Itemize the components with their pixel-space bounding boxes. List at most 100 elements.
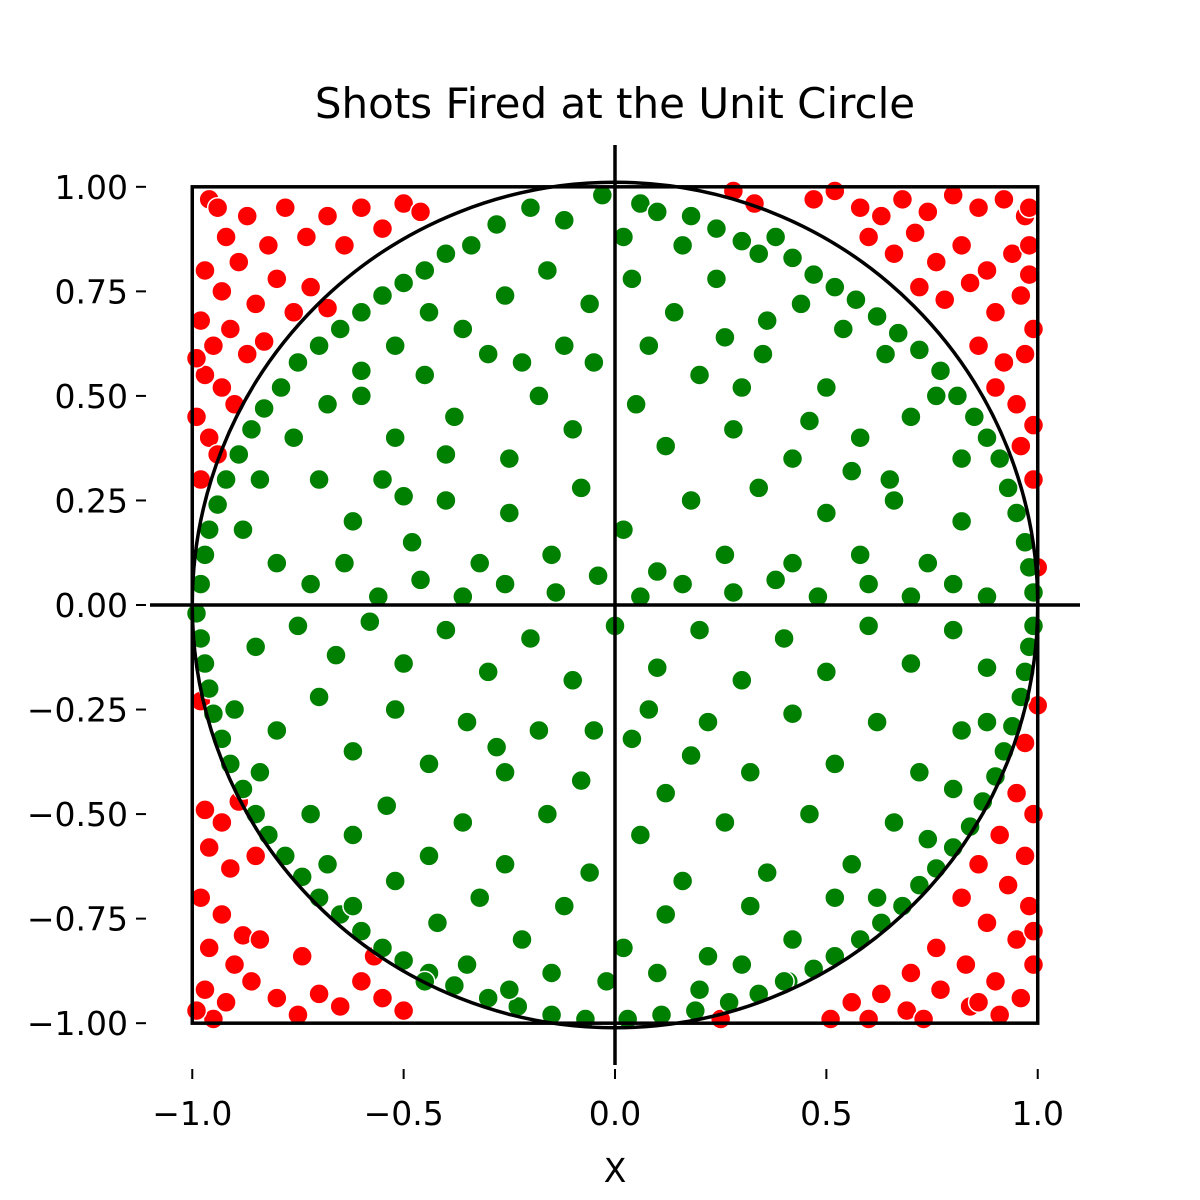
scatter-point-outside <box>219 857 242 880</box>
scatter-point-outside <box>1010 435 1032 457</box>
scatter-point-outside <box>1001 242 1024 265</box>
scatter-point-inside <box>976 711 998 733</box>
y-tick-label: 0.75 <box>55 272 128 311</box>
scatter-point-inside <box>494 573 516 595</box>
scatter-point-outside <box>904 222 926 244</box>
scatter-point-inside <box>325 644 347 666</box>
scatter-point-outside <box>211 903 233 926</box>
scatter-point-inside <box>815 661 838 683</box>
scatter-point-inside <box>392 652 415 675</box>
scatter-point-inside <box>485 213 508 236</box>
scatter-point-inside <box>228 443 250 466</box>
scatter-point-inside <box>756 861 778 884</box>
scatter-point-inside <box>342 895 364 917</box>
scatter-point-outside <box>993 351 1015 374</box>
scatter-point-outside <box>1022 953 1045 976</box>
scatter-point-inside <box>443 406 466 428</box>
scatter-point-outside <box>997 874 1019 896</box>
scatter-point-inside <box>282 426 305 449</box>
y-tick-label: 0.00 <box>55 586 128 625</box>
scatter-point-inside <box>244 636 267 658</box>
scatter-point-inside <box>929 360 952 382</box>
scatter-point-inside <box>946 385 969 407</box>
scatter-point-outside <box>1022 414 1045 436</box>
scatter-point-outside <box>1022 920 1045 942</box>
y-tick-label: 1.00 <box>55 168 128 207</box>
scatter-point-outside <box>1005 393 1028 416</box>
scatter-point-inside <box>392 272 415 294</box>
scatter-point-outside <box>350 196 373 219</box>
scatter-point-inside <box>494 853 516 876</box>
scatter-point-outside <box>198 836 220 859</box>
scatter-point-inside <box>714 811 736 834</box>
scatter-point-inside <box>384 334 406 357</box>
scatter-point-inside <box>790 293 812 315</box>
scatter-point-inside <box>249 468 271 491</box>
scatter-point-inside <box>553 895 576 917</box>
scatter-point-outside <box>857 1008 880 1030</box>
scatter-point-inside <box>350 301 373 324</box>
scatter-point-inside <box>452 318 474 340</box>
scatter-point-outside <box>883 242 905 265</box>
scatter-point-outside <box>409 201 432 223</box>
scatter-point-inside <box>781 447 804 470</box>
scatter-point-inside <box>840 853 863 876</box>
scatter-point-outside <box>295 226 318 248</box>
scatter-point-inside <box>519 627 542 650</box>
scatter-point-inside <box>498 447 521 470</box>
scatter-point-inside <box>908 761 931 784</box>
scatter-point-outside <box>185 406 208 428</box>
scatter-point-inside <box>714 326 736 349</box>
scatter-point-inside <box>739 761 762 784</box>
scatter-point-inside <box>747 242 770 265</box>
chart-title: Shots Fired at the Unit Circle <box>315 79 915 128</box>
scatter-point-outside <box>236 205 258 227</box>
scatter-point-outside <box>933 288 956 311</box>
scatter-point-inside <box>798 803 821 825</box>
scatter-point-inside <box>249 761 271 784</box>
scatter-point-outside <box>215 226 237 248</box>
scatter-point-outside <box>282 301 305 324</box>
scatter-point-inside <box>392 485 415 508</box>
scatter-point-inside <box>625 393 647 416</box>
scatter-point-inside <box>976 426 998 449</box>
scatter-point-inside <box>697 945 719 968</box>
scatter-point-inside <box>781 247 804 269</box>
scatter-point-outside <box>1014 845 1036 867</box>
y-tick-label: −1.00 <box>27 1004 128 1043</box>
scatter-point-inside <box>519 196 542 219</box>
scatter-point-inside <box>942 619 964 641</box>
scatter-point-inside <box>342 510 364 533</box>
scatter-point-inside <box>950 719 973 742</box>
scatter-point-inside <box>950 447 973 470</box>
y-tick-label: −0.75 <box>27 900 128 939</box>
scatter-point-inside <box>629 192 652 215</box>
scatter-point-inside <box>866 711 888 733</box>
scatter-point-inside <box>468 552 491 574</box>
scatter-point-inside <box>1022 615 1045 637</box>
scatter-point-inside <box>646 962 669 984</box>
x-tick-label: 1.0 <box>1011 1094 1063 1133</box>
scatter-point-inside <box>498 978 521 1001</box>
scatter-point-inside <box>536 259 559 282</box>
scatter-point-outside <box>1022 318 1045 340</box>
scatter-point-inside <box>266 552 288 574</box>
scatter-point-outside <box>308 983 330 1005</box>
x-axis-label: X <box>604 1151 627 1190</box>
scatter-point-outside <box>316 205 339 227</box>
scatter-point-inside <box>802 263 825 286</box>
scatter-point-inside <box>553 209 576 232</box>
scatter-point-outside <box>194 364 216 386</box>
scatter-point-outside <box>185 347 208 370</box>
scatter-point-outside <box>228 251 250 273</box>
scatter-point-outside <box>316 297 339 319</box>
scatter-point-inside <box>435 242 457 265</box>
scatter-point-inside <box>528 385 550 407</box>
scatter-point-inside <box>477 661 499 683</box>
scatter-point-inside <box>688 364 711 386</box>
scatter-point-inside <box>266 719 288 742</box>
scatter-point-outside <box>967 853 990 876</box>
scatter-point-inside <box>781 552 804 574</box>
scatter-point-outside <box>912 1008 935 1030</box>
